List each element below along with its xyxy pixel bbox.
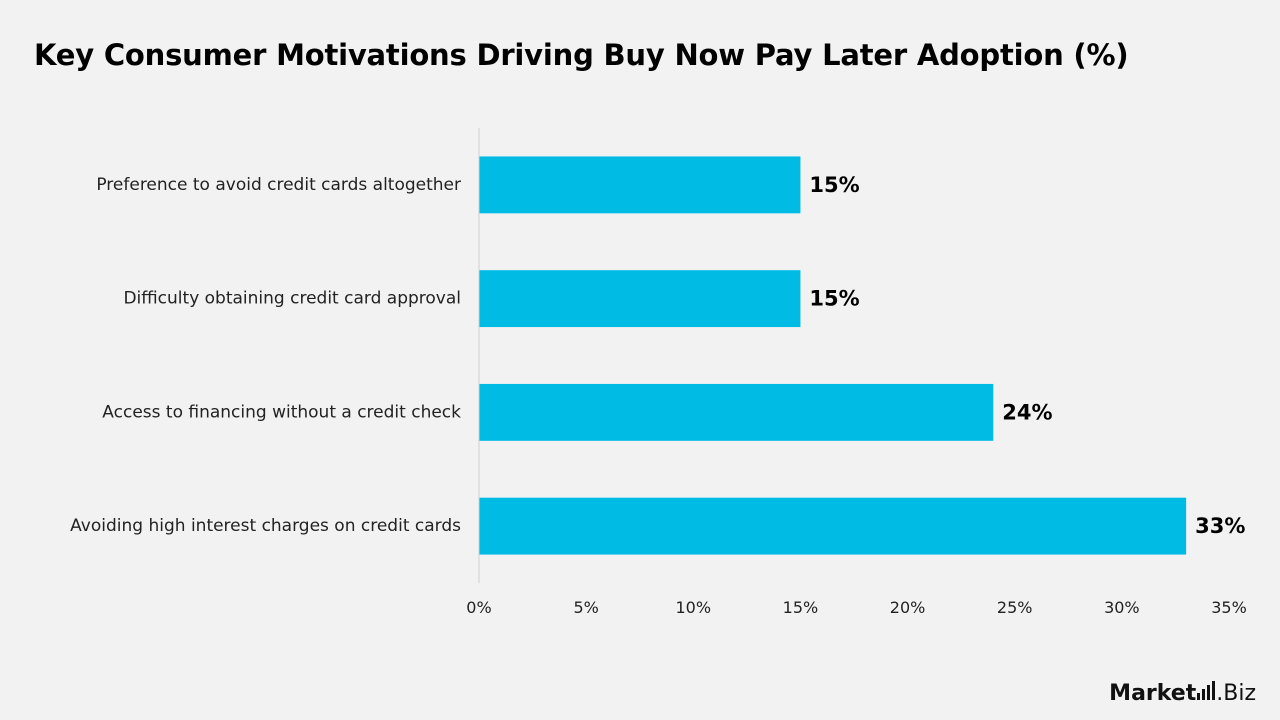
brand-logo: Market .Biz — [1109, 680, 1256, 706]
brand-logo-text-rest: .Biz — [1216, 681, 1256, 706]
data-labels: 15% 15% 24% 33% — [809, 173, 1245, 538]
category-label: Access to financing without a credit che… — [102, 402, 461, 422]
x-tick-label: 10% — [676, 598, 712, 617]
x-tick-label: 5% — [573, 598, 598, 617]
x-tick-label: 15% — [783, 598, 819, 617]
bar — [479, 270, 801, 328]
x-axis-tick-labels: 0% 5% 10% 15% 20% 25% 30% 35% — [466, 598, 1246, 617]
x-tick-label: 20% — [890, 598, 926, 617]
category-label: Difficulty obtaining credit card approva… — [123, 289, 461, 309]
data-label: 15% — [809, 173, 859, 197]
bar — [479, 156, 801, 214]
x-tick-label: 0% — [466, 598, 491, 617]
x-tick-label: 30% — [1104, 598, 1140, 617]
data-label: 15% — [809, 287, 859, 311]
category-label: Preference to avoid credit cards altoget… — [96, 175, 461, 195]
chart-title: Key Consumer Motivations Driving Buy Now… — [34, 38, 1129, 72]
category-labels: Preference to avoid credit cards altoget… — [70, 175, 461, 536]
x-tick-label: 35% — [1211, 598, 1247, 617]
data-label: 24% — [1002, 400, 1052, 424]
x-tick-label: 25% — [997, 598, 1033, 617]
bar-chart-logo-icon — [1197, 680, 1216, 700]
category-label: Avoiding high interest charges on credit… — [70, 516, 461, 536]
data-label: 33% — [1195, 514, 1245, 538]
bar — [479, 497, 1187, 555]
bar — [479, 383, 994, 441]
bars-layer — [479, 156, 1187, 555]
brand-logo-text-strong: Market — [1109, 681, 1197, 706]
